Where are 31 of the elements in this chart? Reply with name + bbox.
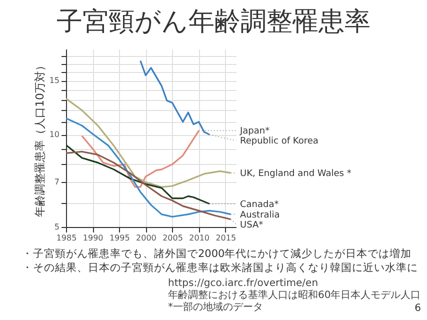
line-series	[81, 130, 200, 188]
series-label: USA*	[240, 220, 264, 230]
y-tick-label: 7	[54, 178, 60, 187]
line-series	[66, 150, 232, 220]
y-tick-label: 15	[49, 76, 60, 86]
x-tick-label: 1990	[82, 234, 104, 242]
text: Canada*	[240, 200, 280, 210]
text: Japan*	[239, 126, 270, 137]
y-tick-label: 5	[54, 222, 60, 232]
x-tick-label: 2015	[216, 234, 236, 242]
text: *一部の地域のデータ	[168, 302, 263, 313]
x-tick-label: 1995	[109, 234, 130, 242]
text: https://gco.iarc.fr/overtime/en	[168, 278, 320, 290]
chart-title: 子宮頸がん年齢調整罹患率	[56, 6, 372, 39]
x-tick-label: 2000	[136, 234, 156, 242]
text: 年齢調整における基準人口は昭和60年日本人モデル人口	[168, 290, 421, 302]
text: ・その結果、日本の子宮頸がん罹患率は欧米諸国より高くなり韓国に近い水準に	[22, 261, 418, 275]
x-tick-label: 2010	[189, 234, 210, 242]
line-series	[66, 144, 210, 205]
text: ・子宮頸がん罹患率でも、諸外国で2000年代にかけて減少したが日本では増加	[22, 247, 413, 261]
text: Republic of Korea	[240, 136, 318, 147]
x-tick-label: 1985	[56, 234, 77, 242]
text: 6	[414, 303, 421, 314]
y-tick-label: 10	[49, 130, 60, 140]
line-series	[140, 60, 210, 136]
line-series	[66, 98, 232, 188]
x-tick-label: 2005	[162, 234, 183, 242]
series-label: UK, England and Wales *	[240, 168, 352, 179]
line-series	[66, 117, 232, 218]
y-axis-title: 年齢調整罹患率（人口10万対）	[33, 60, 46, 217]
series-label: Australia	[240, 210, 280, 220]
